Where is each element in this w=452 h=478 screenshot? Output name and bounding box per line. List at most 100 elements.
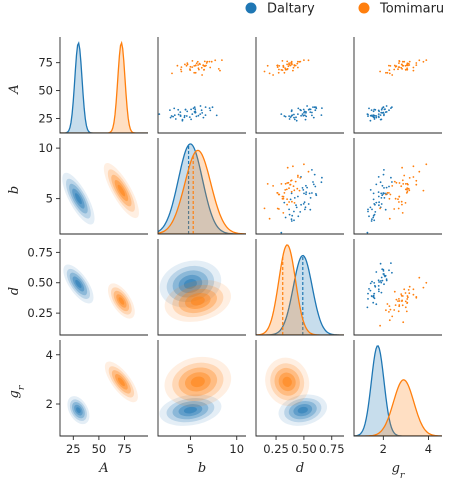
scatter-point-daltary xyxy=(302,203,305,205)
scatter-point-tomimaru xyxy=(393,208,396,210)
scatter-point-daltary xyxy=(204,114,207,116)
scatter-point-daltary xyxy=(311,114,313,117)
scatter-point-daltary xyxy=(304,118,307,121)
kde-contour-tomimaru xyxy=(190,296,205,306)
scatter-point-tomimaru xyxy=(425,281,428,284)
panel-spine xyxy=(353,138,442,235)
panel-spine xyxy=(157,138,246,235)
scatter-point-daltary xyxy=(179,114,182,117)
scatter-point-daltary xyxy=(385,279,388,282)
scatter-point-tomimaru xyxy=(388,197,391,200)
scatter-point-daltary xyxy=(391,271,393,274)
panel-marks xyxy=(263,163,323,234)
scatter-point-daltary xyxy=(379,118,382,121)
kde-contour-daltary xyxy=(75,279,82,289)
scatter-point-daltary xyxy=(194,111,197,114)
scatter-point-tomimaru xyxy=(268,72,271,75)
kde-contour-tomimaru xyxy=(108,366,135,398)
scatter-point-tomimaru xyxy=(292,185,295,188)
scatter-point-tomimaru xyxy=(415,64,418,66)
scatter-point-daltary xyxy=(385,186,388,189)
scatter-point-daltary xyxy=(183,114,186,117)
scatter-point-tomimaru xyxy=(418,170,421,173)
kde-contour-tomimaru xyxy=(117,377,125,387)
scatter-point-tomimaru xyxy=(197,64,200,66)
scatter-point-tomimaru xyxy=(388,217,391,220)
scatter-point-daltary xyxy=(291,114,294,117)
scatter-point-daltary xyxy=(369,189,372,191)
scatter-point-daltary xyxy=(377,195,380,198)
scatter-point-tomimaru xyxy=(189,65,192,68)
y-axis-label-d: d xyxy=(7,287,22,295)
scatter-point-daltary xyxy=(304,208,306,211)
scatter-point-tomimaru xyxy=(186,62,189,64)
scatter-point-tomimaru xyxy=(397,68,399,71)
panel-d-vs-A: 0.25 0.50 0.75 xyxy=(27,239,148,336)
scatter-point-tomimaru xyxy=(415,62,418,64)
kde-curve-tomimaru xyxy=(256,244,344,335)
scatter-point-daltary xyxy=(284,115,287,118)
scatter-point-tomimaru xyxy=(401,179,404,182)
scatter-point-tomimaru xyxy=(418,59,421,62)
scatter-point-daltary xyxy=(372,114,375,117)
scatter-point-daltary xyxy=(312,183,315,186)
panel-spine xyxy=(59,340,148,437)
kde-contour-daltary xyxy=(72,402,85,419)
scatter-point-daltary xyxy=(309,111,312,113)
scatter-point-tomimaru xyxy=(401,212,404,214)
scatter-point-tomimaru xyxy=(272,74,274,76)
scatter-point-tomimaru xyxy=(286,63,288,66)
scatter-point-tomimaru xyxy=(286,198,288,201)
scatter-point-tomimaru xyxy=(404,306,407,309)
scatter-point-daltary xyxy=(377,113,380,115)
scatter-point-tomimaru xyxy=(408,285,411,288)
scatter-point-daltary xyxy=(375,116,378,119)
scatter-point-daltary xyxy=(297,113,299,115)
kde-contour-daltary xyxy=(166,398,215,423)
scatter-point-tomimaru xyxy=(407,289,410,291)
scatter-point-daltary xyxy=(181,118,184,121)
scatter-point-daltary xyxy=(372,301,375,304)
scatter-point-tomimaru xyxy=(263,207,266,210)
scatter-point-tomimaru xyxy=(401,203,403,206)
y-tick-label: 0.25 xyxy=(27,306,53,320)
scatter-point-tomimaru xyxy=(398,182,401,184)
scatter-point-tomimaru xyxy=(197,67,200,70)
scatter-point-tomimaru xyxy=(191,60,194,62)
scatter-point-daltary xyxy=(169,116,172,119)
scatter-point-tomimaru xyxy=(219,69,221,72)
scatter-point-tomimaru xyxy=(391,315,394,318)
scatter-point-daltary xyxy=(366,231,369,234)
scatter-point-daltary xyxy=(309,197,312,199)
scatter-point-tomimaru xyxy=(412,66,415,69)
kde-contour-daltary xyxy=(288,401,317,420)
scatter-point-tomimaru xyxy=(298,60,301,63)
kde-contour-tomimaru xyxy=(185,292,211,310)
scatter-point-daltary xyxy=(383,114,385,117)
scatter-point-tomimaru xyxy=(297,174,299,177)
scatter-point-tomimaru xyxy=(408,177,411,179)
scatter-point-daltary xyxy=(174,118,177,120)
scatter-point-daltary xyxy=(190,108,193,111)
scatter-point-tomimaru xyxy=(400,293,403,295)
scatter-point-daltary xyxy=(375,271,378,273)
scatter-point-daltary xyxy=(372,216,375,219)
scatter-point-daltary xyxy=(303,192,305,195)
scatter-point-daltary xyxy=(384,275,386,278)
scatter-point-tomimaru xyxy=(386,71,389,74)
scatter-point-tomimaru xyxy=(194,64,197,67)
scatter-point-daltary xyxy=(179,111,182,113)
scatter-point-daltary xyxy=(289,198,292,201)
kde-contour-tomimaru xyxy=(164,356,232,407)
scatter-point-daltary xyxy=(177,113,180,116)
scatter-point-daltary xyxy=(380,203,383,205)
scatter-point-daltary xyxy=(380,108,383,111)
y-axis-label-b: b xyxy=(7,186,22,194)
kde-contour-daltary xyxy=(76,407,81,414)
scatter-point-tomimaru xyxy=(209,66,212,69)
kde-contour-tomimaru xyxy=(117,184,126,197)
scatter-point-daltary xyxy=(307,203,310,205)
scatter-point-daltary xyxy=(379,262,382,265)
scatter-point-daltary xyxy=(304,114,306,117)
scatter-point-tomimaru xyxy=(397,207,400,210)
